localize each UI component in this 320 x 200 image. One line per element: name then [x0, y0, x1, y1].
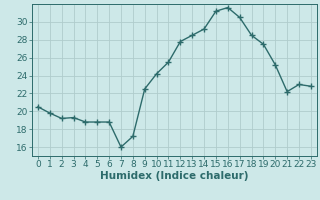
X-axis label: Humidex (Indice chaleur): Humidex (Indice chaleur) [100, 171, 249, 181]
